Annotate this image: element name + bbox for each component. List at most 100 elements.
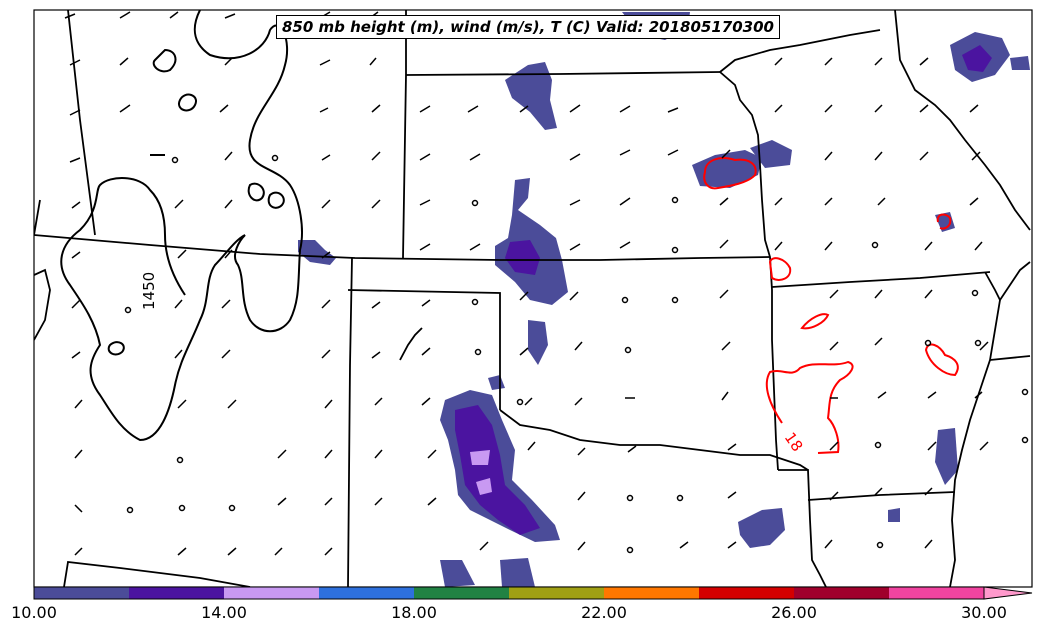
colorbar-bin-9 (889, 587, 984, 599)
wind-barb (824, 151, 981, 161)
colorbar-tick-label: 14.00 (201, 603, 247, 622)
wind-barb (419, 197, 729, 206)
wind-barb (74, 497, 437, 513)
shade-region (692, 150, 762, 188)
calm-marker (626, 546, 634, 554)
colorbar-outline (33, 586, 985, 600)
shade-region (495, 178, 568, 305)
calm-marker (228, 504, 236, 512)
calm-marker (1021, 388, 1029, 396)
boundary-line (984, 261, 1031, 302)
temperature-contour-line (768, 257, 792, 281)
shade-region (505, 62, 557, 130)
boundary-line (402, 10, 407, 259)
shade-region (888, 508, 900, 522)
wind-barb (519, 341, 731, 356)
calm-marker (124, 306, 132, 314)
boundary-line (771, 271, 991, 288)
shade-region (962, 45, 992, 72)
height-contour-line (152, 48, 177, 73)
wind-barb (74, 397, 431, 409)
state-boundaries (34, 10, 1031, 587)
height-contour-line (107, 341, 125, 356)
wind-barb (577, 491, 737, 501)
calm-marker (1021, 436, 1029, 444)
temperature-contour-label: 18 (781, 429, 807, 455)
boundary-line (807, 491, 956, 501)
shade-region (1010, 56, 1030, 70)
wind-barb (64, 11, 379, 19)
calm-marker (178, 504, 186, 512)
colorbar-bin-4 (414, 587, 509, 599)
colorbar-tick-label: 30.00 (961, 603, 1007, 622)
wind-barb (69, 104, 381, 116)
shade-region (505, 240, 540, 275)
wind-barb (519, 289, 729, 301)
colorbar-bin-1 (129, 587, 224, 599)
calm-marker (474, 348, 482, 356)
calm-marker (624, 346, 632, 354)
boundary-line (63, 561, 251, 587)
calm-marker (471, 298, 479, 306)
wind-barb (71, 249, 331, 259)
wind-barb (71, 347, 431, 359)
shade-region (488, 375, 505, 390)
boundary-line (347, 257, 353, 587)
wind-barb (824, 539, 933, 549)
boundary-line (67, 10, 96, 236)
colorbar-tick-label: 10.00 (11, 603, 57, 622)
colorbar (33, 586, 1033, 600)
height-contour-line (60, 10, 303, 442)
boundary-line (894, 10, 1031, 231)
calm-marker (971, 289, 979, 297)
temperature-contour-line (800, 313, 830, 330)
height-contour-label: 1450 (140, 272, 158, 310)
wind-barb (419, 239, 729, 251)
shade-region (528, 320, 548, 365)
calm-marker (171, 156, 179, 164)
calm-marker (516, 398, 524, 406)
colorbar-bin-5 (509, 587, 604, 599)
boundary-line (347, 289, 501, 410)
wind-barb (74, 547, 333, 556)
height-contour-line (178, 93, 197, 112)
shade-region (440, 560, 475, 587)
shade-region (470, 450, 490, 465)
wind-barb (74, 449, 437, 459)
wind-barb (69, 57, 377, 66)
calm-marker (626, 494, 634, 502)
calm-marker (671, 246, 679, 254)
boundary-line (989, 355, 1031, 361)
boundary-line (949, 299, 1001, 587)
colorbar-tick-label: 22.00 (581, 603, 627, 622)
colorbar-extend-arrow (983, 586, 1033, 600)
boundary-line (719, 71, 779, 471)
shade-region (500, 558, 535, 587)
temperature-contour-line (936, 213, 952, 230)
calm-marker (924, 339, 932, 347)
wind-barb (774, 57, 929, 66)
map-title: 850 mb height (m), wind (m/s), T (C) Val… (276, 15, 780, 39)
colorbar-bin-3 (319, 587, 414, 599)
wind-barb (71, 299, 431, 309)
boundary-line (34, 268, 51, 341)
calm-marker (671, 296, 679, 304)
wind-shading (298, 12, 1030, 587)
colorbar-bin-2 (224, 587, 319, 599)
boundary-line (399, 327, 423, 361)
colorbar-bin-7 (699, 587, 794, 599)
calm-marker (271, 154, 279, 162)
boundary-line (405, 71, 721, 76)
height-contour-line (247, 182, 265, 202)
boundary-line (34, 199, 41, 236)
wind-barb (527, 441, 737, 456)
wind-barb (419, 149, 731, 161)
calm-marker (671, 196, 679, 204)
calm-marker (621, 296, 629, 304)
wind-barb (524, 391, 729, 406)
wind-barb (830, 391, 983, 399)
wind-barb (829, 289, 933, 299)
shade-region (738, 508, 785, 548)
wind-barb (69, 151, 381, 163)
